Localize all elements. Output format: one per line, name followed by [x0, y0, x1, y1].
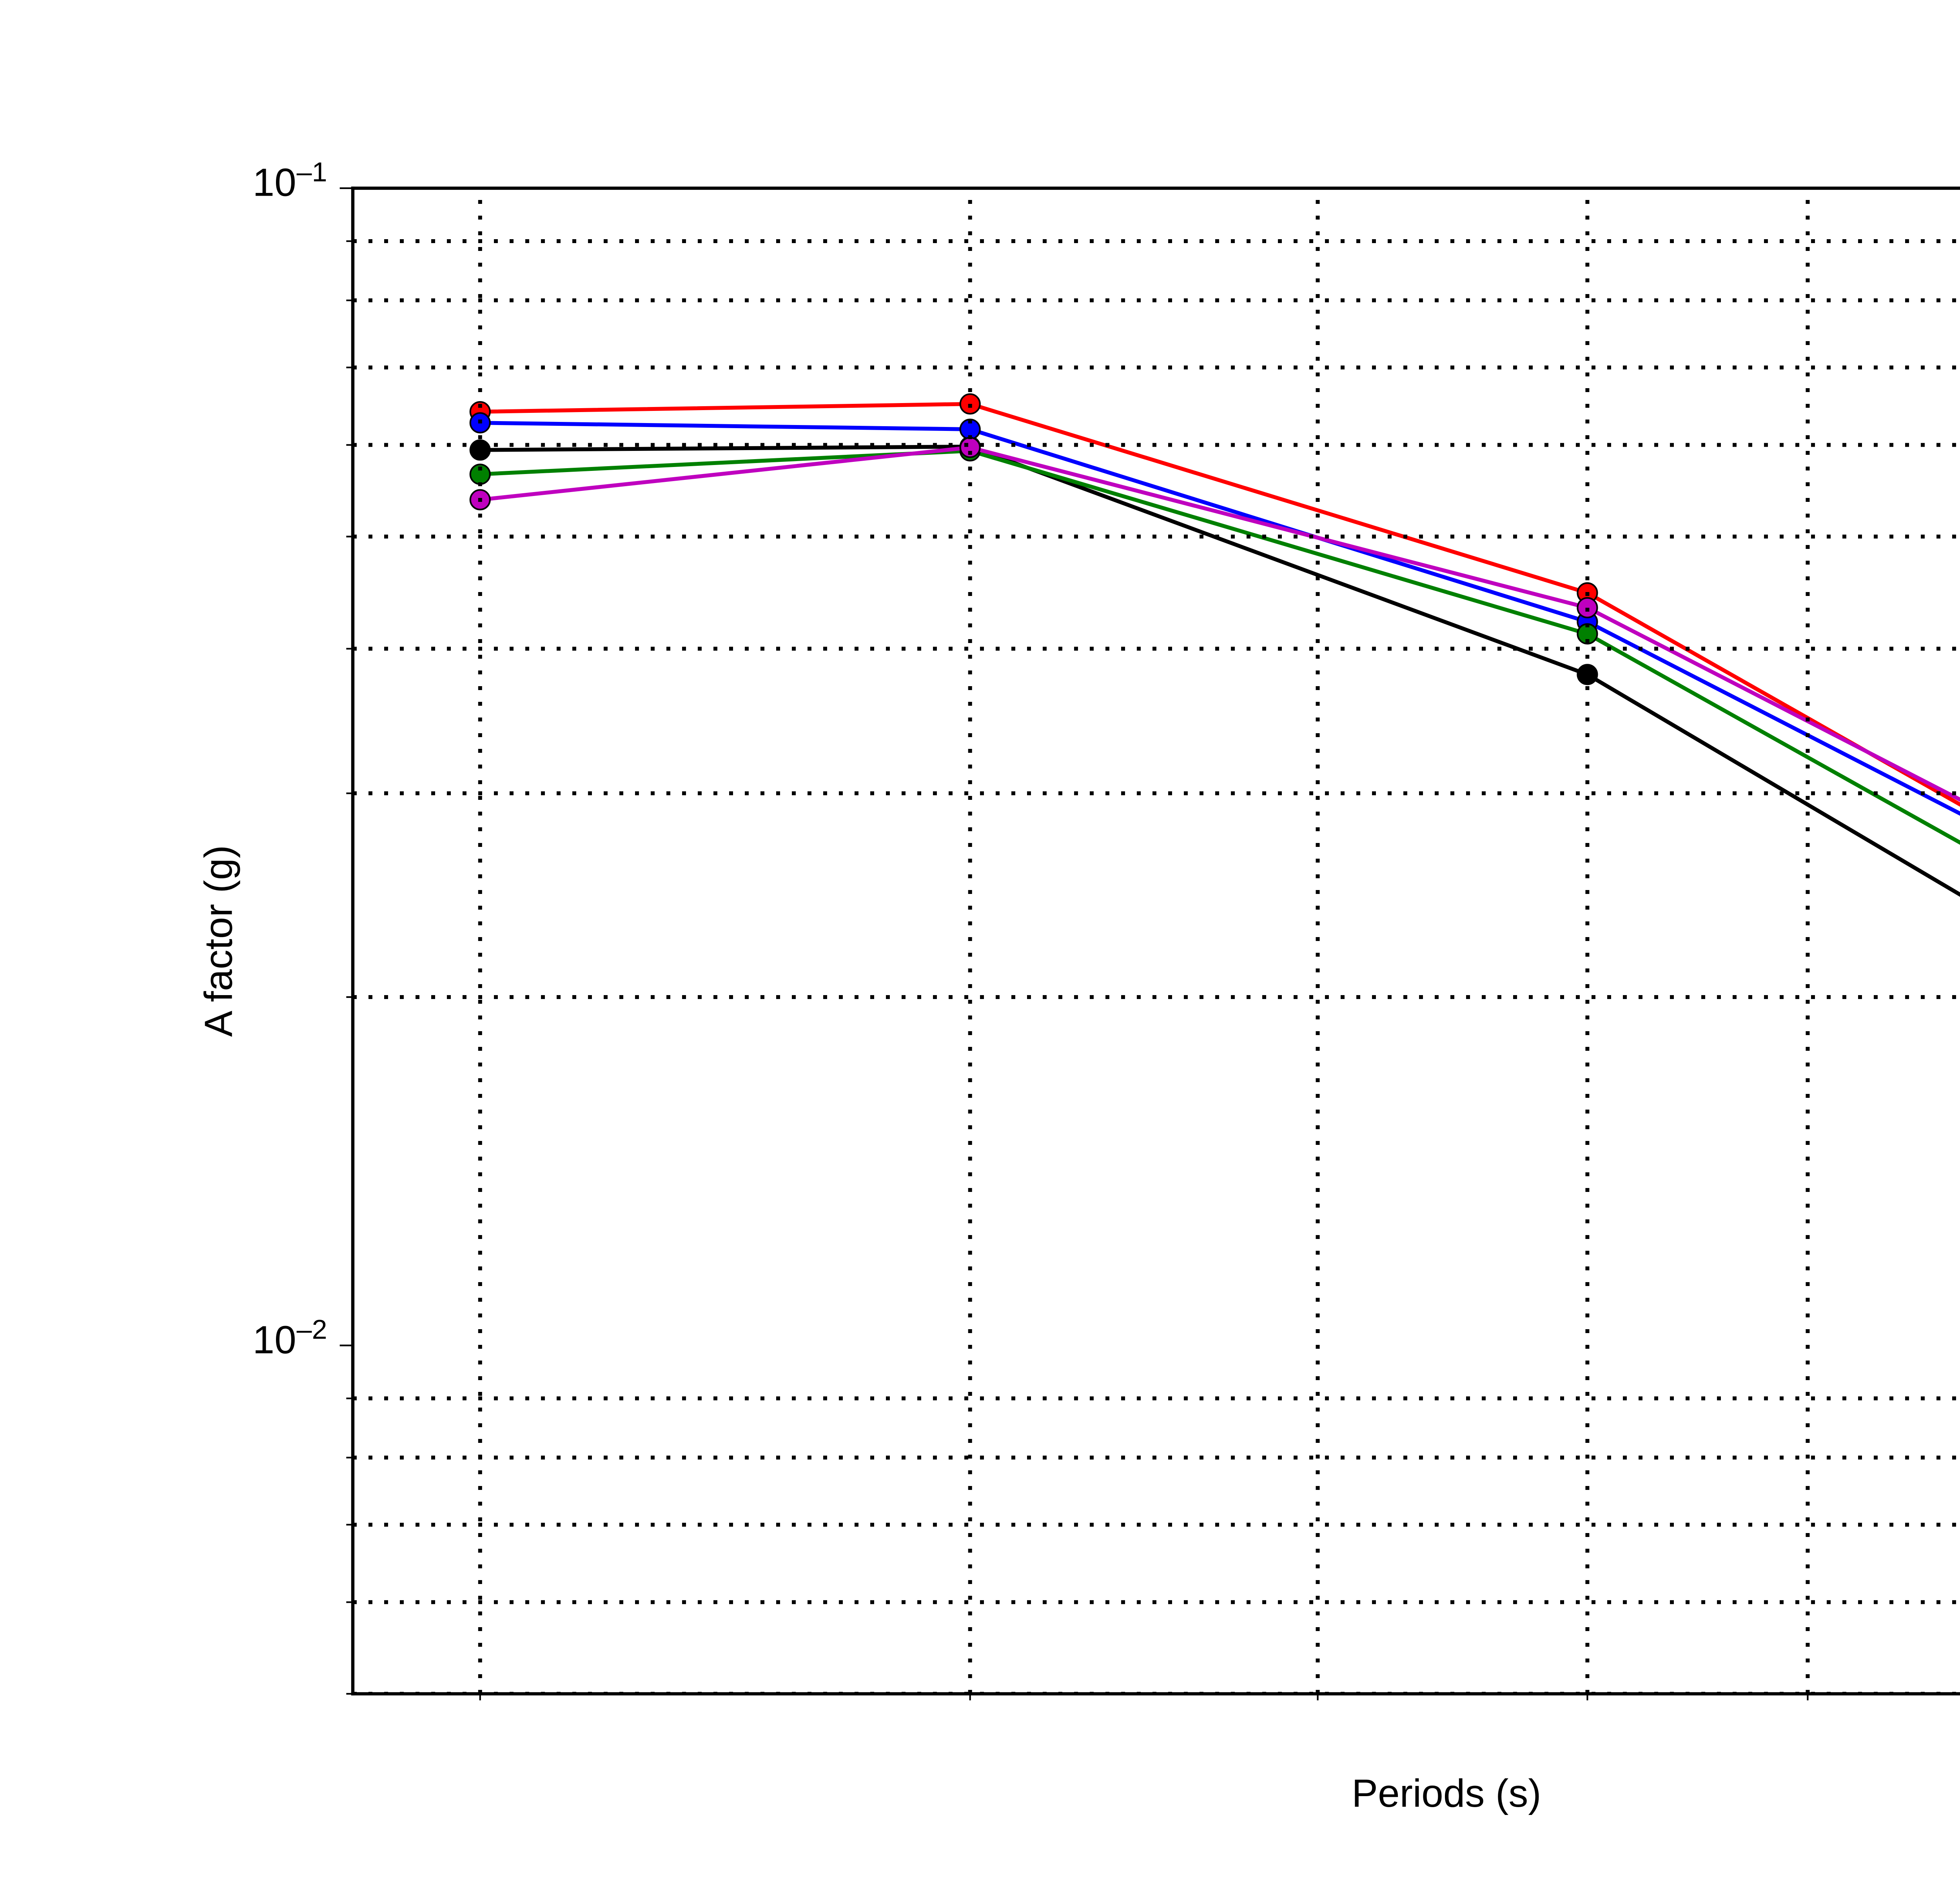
svg-text:1 0 –: 1 0 – 2 [253, 1292, 327, 1365]
svg-text:1 0 –: 1 0 – 1 [253, 134, 327, 207]
svg-text:Periods (s): Periods (s) [1352, 1771, 1541, 1815]
svg-text:A factor (g): A factor (g) [196, 845, 240, 1037]
